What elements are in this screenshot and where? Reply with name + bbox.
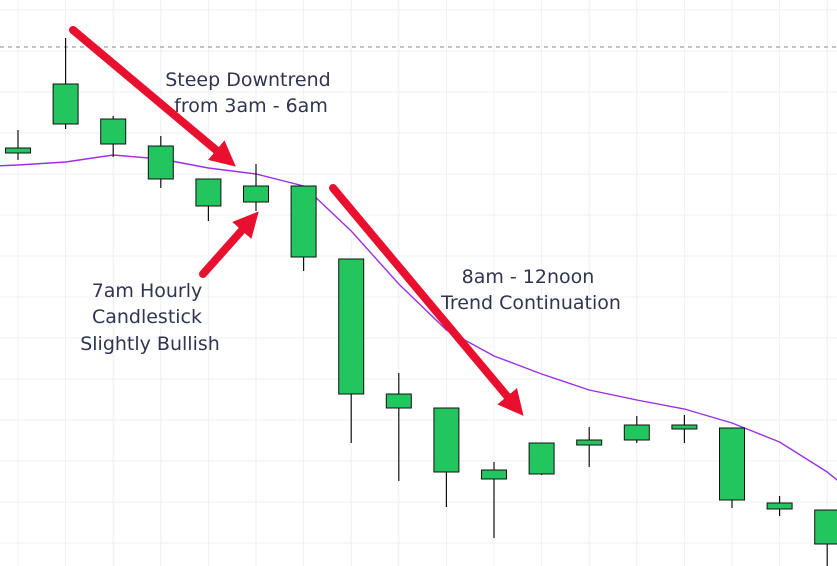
- candle-body-bullish: [766, 502, 793, 510]
- candle-body-bullish: [52, 83, 79, 125]
- candle-body-bullish: [623, 424, 650, 441]
- candles: [5, 38, 837, 566]
- downtrend-annotation: Steep Downtrend from 3am - 6am: [165, 69, 337, 117]
- candle-body-bullish: [481, 469, 507, 480]
- arrows: [69, 26, 524, 416]
- downtrend-line-2: from 3am - 6am: [174, 95, 328, 117]
- continuation-line-2: Trend Continuation: [440, 292, 621, 314]
- candle-body-bullish: [243, 185, 269, 203]
- candle-body-bullish: [433, 407, 460, 473]
- candle-body-bullish: [195, 178, 222, 207]
- candle-body-bullish: [814, 509, 837, 545]
- candle-7am-annotation: 7am Hourly Candlestick Slightly Bullish: [80, 280, 220, 355]
- candle-body-bullish: [5, 147, 31, 154]
- candle-7am-line-1: 7am Hourly: [92, 280, 203, 302]
- moving-average-line: [0, 154, 837, 481]
- candle-body-bullish: [338, 258, 365, 395]
- downtrend-line-1: Steep Downtrend: [165, 69, 330, 91]
- candle-7am-line-3: Slightly Bullish: [80, 333, 220, 355]
- continuation-line-1: 8am - 12noon: [462, 266, 595, 288]
- downtrend-arrow: [69, 26, 236, 167]
- candle-body-bullish: [671, 424, 698, 430]
- candle-body-bullish: [719, 427, 745, 501]
- candle-body-bullish: [147, 145, 174, 180]
- candle-7am-line-2: Candlestick: [92, 306, 202, 328]
- candle-body-bullish: [100, 118, 127, 145]
- candle-7am-arrow: [199, 211, 259, 278]
- candle-body-bullish: [385, 393, 412, 409]
- continuation-annotation: 8am - 12noon Trend Continuation: [440, 266, 621, 314]
- candle-body-bullish: [576, 439, 603, 446]
- candle-body-bullish: [290, 185, 317, 258]
- candle-body-bullish: [528, 442, 555, 475]
- continuation-arrow: [329, 184, 524, 416]
